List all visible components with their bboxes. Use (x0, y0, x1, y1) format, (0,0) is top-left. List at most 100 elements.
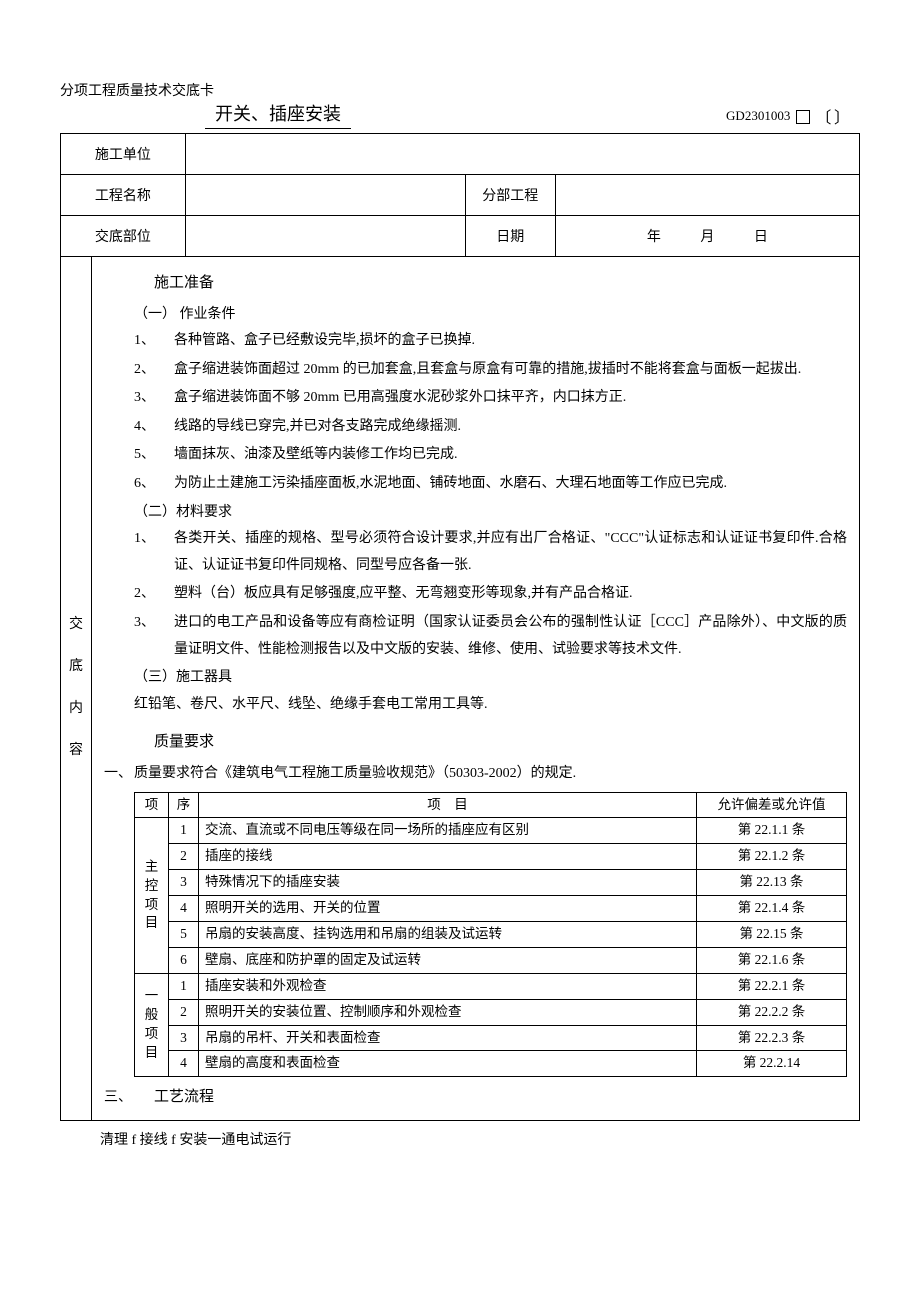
table-row: 4照明开关的选用、开关的位置第 22.1.4 条 (135, 896, 847, 922)
item-text: 墙面抹灰、油漆及壁纸等内装修工作均已完成. (174, 442, 847, 469)
left-label-char: 底 (69, 646, 83, 688)
item-text: 塑料（台）板应具有足够强度,应平整、无弯翘变形等现象,并有产品合格证. (174, 581, 847, 608)
seq-cell: 1 (169, 973, 199, 999)
item-cell: 吊扇的吊杆、开关和表面检查 (199, 1025, 697, 1051)
allow-cell: 第 22.2.14 (697, 1051, 847, 1077)
allow-cell: 第 22.1.2 条 (697, 844, 847, 870)
item-number: 3、 (134, 385, 174, 412)
item-cell: 特殊情况下的插座安装 (199, 870, 697, 896)
table-row: 4壁扇的高度和表面检查第 22.2.14 (135, 1051, 847, 1077)
list-item: 5、墙面抹灰、油漆及壁纸等内装修工作均已完成. (134, 442, 847, 469)
sec1-sub2: （二）材料要求 (134, 500, 847, 527)
document-header: 分项工程质量技术交底卡 开关、插座安装 GD2301003 〔 〕 (60, 80, 860, 129)
list-item: 1、各种管路、盒子已经敷设完毕,损坏的盒子已换掉. (134, 328, 847, 355)
seq-cell: 6 (169, 947, 199, 973)
seq-cell: 3 (169, 870, 199, 896)
table-row: 5吊扇的安装高度、挂钩选用和吊扇的组装及试运转第 22.15 条 (135, 921, 847, 947)
allow-cell: 第 22.1.1 条 (697, 818, 847, 844)
item-cell: 插座安装和外观检查 (199, 973, 697, 999)
sec2-title: 质量要求 (154, 728, 847, 757)
sec2-roman: 一、 (104, 761, 134, 788)
th-seq: 序 (169, 792, 199, 818)
label-part: 交底部位 (61, 216, 186, 257)
item-text: 进口的电工产品和设备等应有商检证明（国家认证委员会公布的强制性认证［CCC］产品… (174, 610, 847, 663)
quality-table: 项 序 项 目 允许偏差或允许值 主控项目1交流、直流或不同电压等级在同一场所的… (134, 792, 847, 1078)
table-row: 6壁扇、底座和防护罩的固定及试运转第 22.1.6 条 (135, 947, 847, 973)
list-item: 2、盒子缩进装饰面超过 20mm 的已加套盒,且套盒与原盒有可靠的措施,拔插时不… (134, 357, 847, 384)
date-year: 年 (647, 230, 661, 245)
sec3-row: 三、 工艺流程 (104, 1083, 847, 1112)
sec1-sub3: （三）施工器具 (134, 665, 847, 692)
allow-cell: 第 22.2.3 条 (697, 1025, 847, 1051)
left-label-char: 内 (69, 688, 83, 730)
th-item: 项 目 (199, 792, 697, 818)
label-project: 工程名称 (61, 175, 186, 216)
seq-cell: 5 (169, 921, 199, 947)
list-item: 3、进口的电工产品和设备等应有商检证明（国家认证委员会公布的强制性认证［CCC］… (134, 610, 847, 663)
value-unit (185, 134, 859, 175)
left-vertical-label: 交底内容 (61, 257, 92, 1121)
category-cell: 一般项目 (135, 973, 169, 1077)
seq-cell: 4 (169, 1051, 199, 1077)
content-body: 施工准备 （一） 作业条件 1、各种管路、盒子已经敷设完毕,损坏的盒子已换掉.2… (92, 257, 859, 1120)
sec2-roman-line: 一、 质量要求符合《建筑电气工程施工质量验收规范》（50303-2002）的规定… (104, 761, 847, 788)
item-number: 2、 (134, 357, 174, 384)
item-number: 1、 (134, 526, 174, 579)
main-table: 施工单位 工程名称 分部工程 交底部位 日期 年 月 日 交底内容 施工准备 （… (60, 133, 860, 1121)
bracket-icon: 〔 〕 (815, 104, 850, 128)
table-row: 3吊扇的吊杆、开关和表面检查第 22.2.3 条 (135, 1025, 847, 1051)
item-text: 各种管路、盒子已经敷设完毕,损坏的盒子已换掉. (174, 328, 847, 355)
sec1-sub1: （一） 作业条件 (134, 302, 847, 329)
category-cell: 主控项目 (135, 818, 169, 973)
value-subproject (555, 175, 859, 216)
th-allow: 允许偏差或允许值 (697, 792, 847, 818)
label-unit: 施工单位 (61, 134, 186, 175)
item-cell: 照明开关的选用、开关的位置 (199, 896, 697, 922)
item-cell: 照明开关的安装位置、控制顺序和外观检查 (199, 999, 697, 1025)
seq-cell: 2 (169, 999, 199, 1025)
list-item: 3、盒子缩进装饰面不够 20mm 已用高强度水泥砂浆外口抹平齐，内口抹方正. (134, 385, 847, 412)
item-number: 3、 (134, 610, 174, 663)
allow-cell: 第 22.2.2 条 (697, 999, 847, 1025)
th-cat: 项 (135, 792, 169, 818)
allow-cell: 第 22.1.4 条 (697, 896, 847, 922)
date-day: 日 (754, 230, 768, 245)
item-text: 线路的导线已穿完,并已对各支路完成绝缘摇测. (174, 414, 847, 441)
doc-title: 开关、插座安装 (205, 100, 351, 129)
item-text: 盒子缩进装饰面不够 20mm 已用高强度水泥砂浆外口抹平齐，内口抹方正. (174, 385, 847, 412)
table-row: 3特殊情况下的插座安装第 22.13 条 (135, 870, 847, 896)
doc-label: 分项工程质量技术交底卡 (60, 80, 860, 100)
list-item: 4、线路的导线已穿完,并已对各支路完成绝缘摇测. (134, 414, 847, 441)
list-item: 6、为防止土建施工污染插座面板,水泥地面、铺砖地面、水磨石、大理石地面等工作应已… (134, 471, 847, 498)
sec1-title: 施工准备 (154, 269, 847, 298)
sec1-tools: 红铅笔、卷尺、水平尺、线坠、绝缘手套电工常用工具等. (134, 692, 847, 719)
item-cell: 壁扇、底座和防护罩的固定及试运转 (199, 947, 697, 973)
checkbox-icon (796, 110, 810, 124)
allow-cell: 第 22.15 条 (697, 921, 847, 947)
allow-cell: 第 22.13 条 (697, 870, 847, 896)
value-date: 年 月 日 (555, 216, 859, 257)
value-project (185, 175, 465, 216)
doc-code: GD2301003 (726, 108, 790, 123)
item-cell: 吊扇的安装高度、挂钩选用和吊扇的组装及试运转 (199, 921, 697, 947)
table-row: 一般项目1插座安装和外观检查第 22.2.1 条 (135, 973, 847, 999)
item-number: 4、 (134, 414, 174, 441)
item-text: 各类开关、插座的规格、型号必须符合设计要求,并应有出厂合格证、"CCC"认证标志… (174, 526, 847, 579)
sec3-num: 三、 (104, 1085, 154, 1112)
label-subproject: 分部工程 (465, 175, 555, 216)
doc-code-wrap: GD2301003 〔 〕 (726, 105, 850, 129)
seq-cell: 3 (169, 1025, 199, 1051)
allow-cell: 第 22.2.1 条 (697, 973, 847, 999)
seq-cell: 1 (169, 818, 199, 844)
item-number: 1、 (134, 328, 174, 355)
title-row: 开关、插座安装 GD2301003 〔 〕 (205, 100, 850, 129)
seq-cell: 4 (169, 896, 199, 922)
item-number: 6、 (134, 471, 174, 498)
allow-cell: 第 22.1.6 条 (697, 947, 847, 973)
sec3-title: 工艺流程 (154, 1083, 214, 1112)
item-number: 5、 (134, 442, 174, 469)
list-item: 1、各类开关、插座的规格、型号必须符合设计要求,并应有出厂合格证、"CCC"认证… (134, 526, 847, 579)
item-number: 2、 (134, 581, 174, 608)
seq-cell: 2 (169, 844, 199, 870)
left-label-char: 容 (69, 730, 83, 772)
